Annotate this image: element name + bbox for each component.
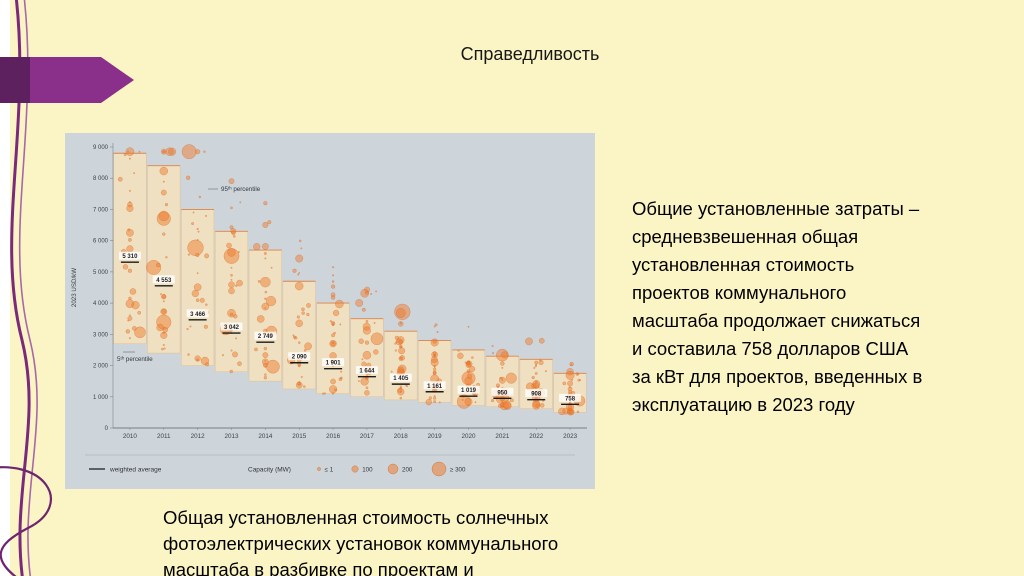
svg-text:≤ 1: ≤ 1 xyxy=(325,467,334,474)
chart-panel: 5 310 4 553 3 466 3 042 2 749 2 090 1 901 1 644… xyxy=(65,133,595,489)
percentile-boxes xyxy=(113,152,587,413)
svg-text:2 749: 2 749 xyxy=(258,334,274,340)
svg-text:Capacity (MW): Capacity (MW) xyxy=(248,467,291,474)
decorative-curve xyxy=(0,466,52,576)
chart-legend: weighted average Capacity (MW) ≤ 1 100 200 ≥ … xyxy=(85,454,575,477)
decorative-curve xyxy=(18,0,38,576)
svg-text:950: 950 xyxy=(497,390,508,396)
svg-text:1 161: 1 161 xyxy=(427,384,443,390)
svg-text:2013: 2013 xyxy=(224,433,239,440)
svg-text:2014: 2014 xyxy=(258,433,273,440)
svg-text:2020: 2020 xyxy=(461,433,476,440)
svg-text:2021: 2021 xyxy=(495,433,510,440)
svg-text:≥ 300: ≥ 300 xyxy=(450,467,466,474)
svg-text:3 000: 3 000 xyxy=(93,332,109,338)
svg-text:8 000: 8 000 xyxy=(93,176,109,182)
svg-text:2018: 2018 xyxy=(394,433,409,440)
svg-text:2019: 2019 xyxy=(428,433,443,440)
percentile-annotations: 95ᵗʰ percentile 5ᵗʰ percentile xyxy=(117,186,261,363)
svg-text:9 000: 9 000 xyxy=(93,145,109,151)
svg-text:95ᵗʰ percentile: 95ᵗʰ percentile xyxy=(221,186,261,193)
svg-text:2012: 2012 xyxy=(191,433,206,440)
svg-text:2022: 2022 xyxy=(529,433,544,440)
svg-text:2015: 2015 xyxy=(292,433,307,440)
svg-text:weighted average: weighted average xyxy=(109,467,162,474)
svg-text:0: 0 xyxy=(105,426,109,432)
chart-axes: 0 1 000 2 000 3 000 4 000 5 000 6 000 7 000 8 00… xyxy=(71,143,587,440)
svg-text:2023: 2023 xyxy=(563,433,578,440)
svg-text:908: 908 xyxy=(531,392,542,398)
svg-text:5ᵗʰ percentile: 5ᵗʰ percentile xyxy=(117,356,153,363)
svg-text:2023 USD/kW: 2023 USD/kW xyxy=(71,268,78,307)
svg-text:2016: 2016 xyxy=(326,433,341,440)
svg-text:4 000: 4 000 xyxy=(93,301,109,307)
weighted-average-markers: 5 310 4 553 3 466 3 042 2 749 2 090 1 901 1 644… xyxy=(118,251,582,406)
svg-text:1 644: 1 644 xyxy=(359,369,375,375)
svg-text:7 000: 7 000 xyxy=(93,207,109,213)
svg-text:1 901: 1 901 xyxy=(326,361,342,367)
decorative-curve xyxy=(10,0,31,576)
svg-text:2011: 2011 xyxy=(157,433,171,440)
svg-text:100: 100 xyxy=(362,467,373,474)
chart-caption: Общая установленная стоимость солнечных … xyxy=(163,507,559,576)
purple-arrow-cap xyxy=(0,57,30,103)
svg-text:4 553: 4 553 xyxy=(156,278,172,284)
svg-text:1 405: 1 405 xyxy=(393,376,409,382)
svg-text:758: 758 xyxy=(565,396,576,402)
svg-text:200: 200 xyxy=(402,467,413,474)
svg-text:1 000: 1 000 xyxy=(93,395,109,401)
svg-text:2 090: 2 090 xyxy=(292,355,308,361)
right-text-block: Общие установленные затраты – средневзве… xyxy=(632,198,923,415)
svg-text:2010: 2010 xyxy=(123,433,138,440)
svg-text:5 310: 5 310 xyxy=(122,254,138,260)
left-white-strip xyxy=(0,0,10,576)
svg-text:1 019: 1 019 xyxy=(461,388,477,394)
svg-text:6 000: 6 000 xyxy=(93,239,109,245)
slide-title: Справедливость xyxy=(460,44,600,64)
svg-text:2 000: 2 000 xyxy=(93,364,109,370)
svg-text:3 466: 3 466 xyxy=(190,312,206,318)
svg-text:3 042: 3 042 xyxy=(224,325,240,331)
svg-text:5 000: 5 000 xyxy=(93,270,109,276)
svg-text:2017: 2017 xyxy=(360,433,375,440)
installed-cost-chart: 5 310 4 553 3 466 3 042 2 749 2 090 1 901 1 644… xyxy=(71,143,587,477)
